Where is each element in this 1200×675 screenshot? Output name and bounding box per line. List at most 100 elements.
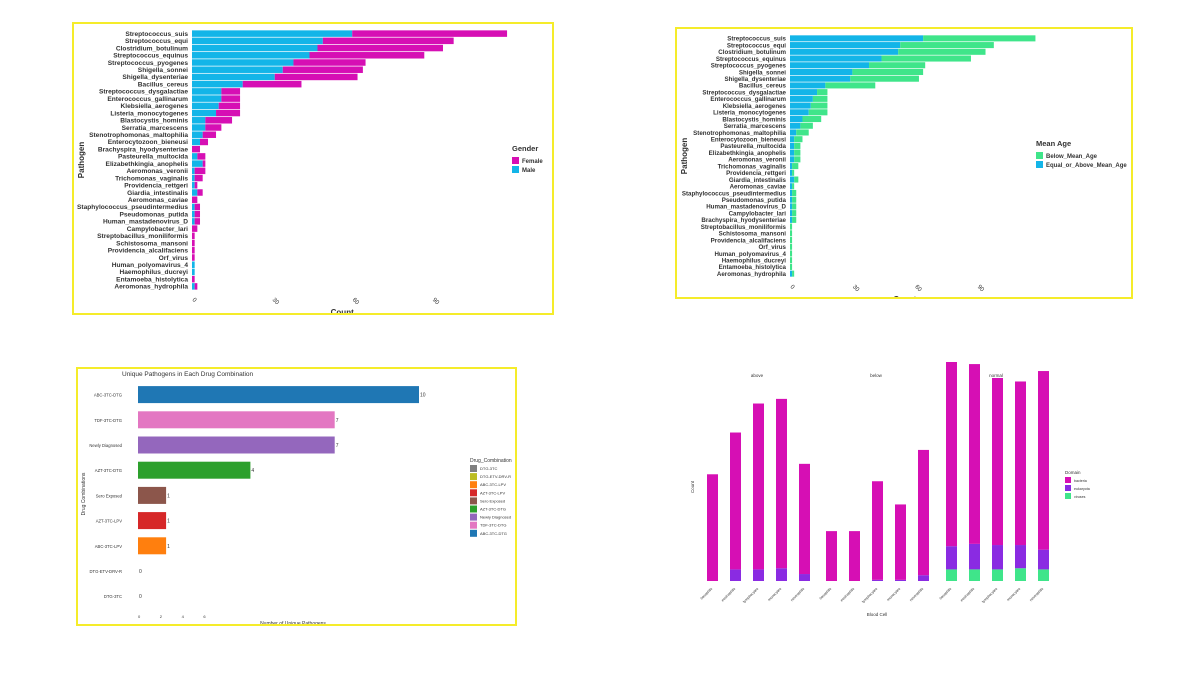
y-tick-label: ABC-3TC-DTG [94, 393, 122, 398]
bar-equal_or_above_mean_age [790, 48, 899, 55]
data-label: 1 [167, 519, 170, 525]
bar-equal_or_above_mean_age [790, 42, 901, 49]
bar-bacteria [992, 378, 1003, 546]
data-label: 0 [139, 594, 142, 600]
facet-label: normal [989, 373, 1003, 378]
bar-below_mean_age [792, 183, 795, 190]
bar-below_mean_age [790, 237, 793, 244]
bar-female [197, 189, 203, 196]
bar-eukaryota [895, 579, 906, 581]
drug-combination-chart-panel: Unique Pathogens in Each Drug Combinatio… [76, 367, 517, 626]
bar-female [242, 80, 302, 88]
bar-below_mean_age [794, 149, 801, 156]
y-tick-label: Newly Diagnosed [89, 443, 122, 448]
y-tick-label: Orf_virus [159, 255, 189, 262]
legend-entry: Newly Diagnosed [480, 515, 511, 520]
bar-below_mean_age [792, 210, 797, 217]
y-tick-label: Campylobacter_lari [127, 226, 188, 233]
bar-viruses [992, 569, 1003, 581]
y-tick-label: Enterococcus_gallinarum [107, 96, 188, 103]
bar-bacteria [895, 504, 906, 580]
y-tick-label: Haemophilus_ducreyi [722, 257, 787, 264]
bar-viruses [1038, 569, 1049, 581]
x-tick-label: 6 [203, 614, 206, 619]
bar-male [192, 283, 195, 290]
x-tick-label: lymphocytes [861, 587, 878, 604]
legend-swatch [1065, 477, 1071, 483]
bar-male [192, 52, 310, 59]
legend-entry: AZT-3TC-LPV [480, 490, 505, 495]
bar-female [192, 275, 195, 283]
y-tick-label: Elizabethkingia_anophelis [709, 150, 787, 157]
drug-combination-bar [138, 436, 335, 454]
y-tick-label: Entamoeba_histolytica [719, 264, 787, 271]
blood-cell-chart-panel: above basophils eosinophils lymphocytes mono… [672, 360, 1135, 625]
bar-male [192, 210, 195, 218]
legend-swatch [1036, 152, 1043, 159]
y-tick-label: Listeria_monocytogenes [713, 110, 786, 117]
x-tick-label: 4 [182, 614, 185, 619]
bar-bacteria [849, 531, 860, 581]
bar-female [221, 95, 241, 102]
bar-female [317, 44, 443, 52]
bar-equal_or_above_mean_age [790, 210, 793, 217]
bar-equal_or_above_mean_age [790, 95, 813, 102]
y-tick-label: Streptococcus_suis [727, 36, 786, 43]
x-tick-label: neutrophils [1029, 587, 1044, 602]
legend-entry: ABC-3TC-LPV [480, 482, 506, 487]
y-tick-label: Giardia_intestinalis [127, 190, 188, 197]
x-tick-label: monocytes [886, 587, 901, 602]
y-tick-label: Bacillus_cereus [739, 83, 787, 90]
bar-male [192, 66, 283, 73]
bar-below_mean_age [825, 82, 876, 89]
legend-entry: Below_Mean_Age [1046, 154, 1098, 160]
bar-female [352, 30, 508, 37]
bar-equal_or_above_mean_age [790, 68, 853, 75]
bar-bacteria [969, 364, 980, 544]
y-tick-label: DTG-ETV-DRV-R [90, 569, 123, 574]
x-tick-label: 60 [351, 297, 360, 306]
bar-male [192, 182, 195, 189]
legend-swatch [512, 166, 519, 173]
y-tick-label: Human_mastadenovirus_D [706, 204, 786, 211]
legend-swatch [470, 489, 477, 497]
bar-female [205, 124, 222, 131]
bar-bacteria [872, 481, 883, 580]
bar-female [194, 283, 198, 290]
y-tick-label: Shigella_sonnei [138, 67, 188, 74]
x-tick-label: 2 [160, 614, 163, 619]
x-tick-label: monocytes [1006, 587, 1021, 602]
y-tick-label: Brachyspira_hyodysenteriae [98, 146, 188, 153]
y-tick-label: Streptococcus_equinus [716, 56, 787, 63]
legend-entry: DTG-ETV-DRV-R [480, 474, 511, 479]
y-tick-label: Aeromonas_caviae [730, 184, 787, 191]
bar-below_mean_age [792, 203, 797, 210]
legend-title: Mean Age [1036, 139, 1071, 148]
y-tick-label: Aeromonas_veronii [728, 157, 786, 164]
bar-female [194, 174, 203, 182]
legend-entry: Equal_or_Above_Mean_Age [1046, 163, 1127, 169]
bar-female [197, 153, 206, 160]
bar-equal_or_above_mean_age [790, 189, 793, 196]
bar-equal_or_above_mean_age [790, 136, 795, 143]
bar-male [192, 59, 294, 66]
y-tick-label: Providencia_alcalifaciens [711, 237, 787, 244]
legend-title: Drug_Combination [470, 458, 512, 464]
data-label: 4 [251, 468, 254, 474]
bar-viruses [1015, 568, 1026, 581]
bar-viruses [946, 569, 957, 581]
bar-below_mean_age [881, 55, 971, 62]
drug-combination-chart: Unique Pathogens in Each Drug Combinatio… [81, 371, 512, 624]
x-tick-label: 0 [191, 297, 198, 304]
bar-female [194, 167, 206, 175]
bar-bacteria [918, 449, 929, 576]
y-tick-label: Streptococcus_equi [125, 38, 188, 45]
x-axis-label: Blood Cell [867, 612, 888, 617]
bar-below_mean_age [790, 230, 793, 237]
bar-below_mean_age [790, 243, 793, 250]
y-tick-label: Streptococcus_equinus [113, 53, 188, 60]
bar-male [192, 189, 198, 196]
y-tick-label: Shigella_dysenteriae [122, 74, 188, 81]
bar-below_mean_age [800, 122, 813, 129]
data-label: 7 [336, 443, 339, 449]
